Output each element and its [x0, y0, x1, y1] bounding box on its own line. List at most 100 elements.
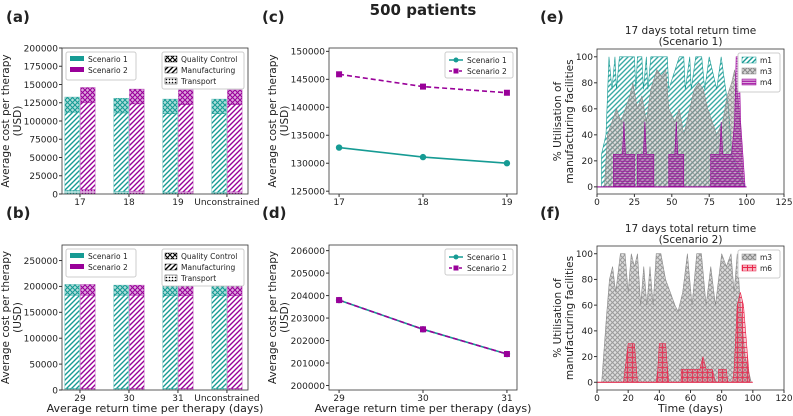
legend-swatch	[164, 263, 178, 271]
axes-frame	[328, 244, 518, 391]
bar-quality-control	[162, 285, 178, 297]
legend-swatch	[741, 264, 757, 272]
y-tick-label: 203000	[291, 314, 326, 324]
bar-transport	[64, 190, 80, 194]
bar-quality-control	[178, 89, 194, 105]
panel-title: (Scenario 2)	[659, 234, 723, 246]
y-tick-label: 201000	[291, 359, 326, 369]
y-tick-label: 145000	[291, 76, 326, 86]
y-tick-label: 206000	[291, 247, 326, 257]
legend-label: Quality Control	[181, 252, 237, 261]
panel-a: (a) Average cost per therapy (USD) 0 25000 50…	[0, 8, 260, 208]
y-tick-label: 200000	[291, 382, 326, 392]
x-axis-label: Average return time per therapy (days)	[47, 402, 264, 415]
y-tick-label: 175000	[24, 63, 59, 73]
legend-label: Manufacturing	[181, 263, 236, 272]
legend-swatch	[741, 253, 757, 261]
x-tick-label: 30	[123, 394, 135, 404]
x-tick-label: 25	[629, 198, 640, 208]
panel-c: (c) Average cost per therapy (USD) 125000 13…	[262, 8, 518, 208]
y-tick-label: 150000	[291, 48, 326, 58]
legend-label: Manufacturing	[181, 66, 236, 75]
bar-quality-control	[113, 97, 129, 114]
plot-area	[335, 71, 511, 167]
x-tick-label: 0	[594, 198, 600, 208]
panel-b: (b) Average cost per therapy (USD) Average …	[0, 204, 263, 415]
y-tick-label: 75000	[29, 136, 58, 146]
y-axis-label: (USD)	[279, 106, 291, 137]
y-tick-label: 130000	[291, 160, 326, 170]
axes-frame	[61, 244, 249, 391]
bar-manufacturing	[64, 294, 80, 389]
legend-swatch	[70, 264, 84, 269]
x-tick-label: 17	[333, 198, 344, 208]
legend-swatch	[70, 253, 84, 258]
data-point	[503, 89, 510, 96]
legend-swatch	[164, 66, 178, 74]
y-tick-label: 80	[582, 276, 594, 286]
y-axis-label: Average cost per therapy	[267, 251, 279, 384]
data-point	[336, 71, 343, 78]
figure-title: 500 patients	[370, 1, 477, 19]
y-tick-label: 0	[52, 190, 58, 200]
bar-quality-control	[162, 98, 178, 114]
y-tick-label: 0	[587, 379, 593, 389]
bar-quality-control	[113, 284, 129, 296]
plot-area	[64, 87, 243, 194]
bar-manufacturing	[113, 294, 129, 389]
legend: m1 m3 m4	[737, 52, 781, 93]
y-tick-label: 60	[582, 301, 594, 311]
legend-label: Scenario 2	[467, 67, 507, 76]
legend-label: m3	[760, 67, 772, 76]
bar-manufacturing	[64, 111, 80, 191]
area-m6	[597, 292, 751, 383]
legend-label: m1	[760, 56, 772, 65]
panel-label: (b)	[6, 204, 30, 222]
y-axis-label: manufacturing facilities	[564, 59, 576, 183]
area-m3	[597, 253, 752, 383]
y-tick-label: 0	[52, 386, 58, 396]
x-tick-label: 19	[172, 198, 184, 208]
x-tick-label: 80	[716, 394, 728, 404]
panel-label: (f)	[540, 204, 560, 222]
bar-manufacturing	[178, 295, 194, 389]
bar-quality-control	[211, 285, 227, 297]
y-tick-label: 202000	[291, 337, 326, 347]
y-tick-label: 135000	[291, 132, 326, 142]
axes-frame	[596, 48, 785, 195]
bar-quality-control	[129, 88, 145, 105]
bar-manufacturing	[162, 113, 178, 193]
legend-components: Quality Control Manufacturing Transport	[161, 51, 245, 90]
legend-components: Quality Control Manufacturing Transport	[161, 248, 245, 287]
legend-label: Scenario 1	[88, 252, 128, 261]
y-tick-label: 204000	[291, 292, 326, 302]
plot-area	[597, 56, 747, 188]
y-tick-label: 125000	[291, 188, 326, 198]
y-tick-label: 150000	[24, 309, 59, 319]
bar-quality-control	[80, 87, 96, 104]
y-tick-label: 150000	[24, 81, 59, 91]
axes-frame	[61, 47, 249, 195]
x-tick-label: 0	[594, 394, 600, 404]
bar-manufacturing	[129, 103, 145, 192]
axes-frame	[596, 245, 785, 391]
legend-scenarios: Scenario 1 Scenario 2	[65, 51, 137, 81]
data-point	[419, 153, 427, 161]
y-tick-label: 100000	[24, 117, 59, 127]
y-tick-label: 20	[582, 353, 594, 363]
legend-label: Quality Control	[181, 55, 237, 64]
y-tick-label: 205000	[291, 269, 326, 279]
x-tick-label: 17	[74, 198, 85, 208]
panel-title: 17 days total return time	[625, 25, 756, 37]
bar-quality-control	[227, 89, 243, 105]
legend-swatch	[70, 56, 84, 61]
bar-manufacturing	[129, 294, 145, 389]
x-tick-label: 50	[666, 198, 678, 208]
legend-label: m4	[760, 78, 772, 87]
y-tick-label: 25000	[29, 172, 58, 182]
y-tick-label: 200000	[24, 283, 59, 293]
x-tick-label: 30	[417, 394, 429, 404]
y-tick-label: 200000	[24, 44, 59, 54]
